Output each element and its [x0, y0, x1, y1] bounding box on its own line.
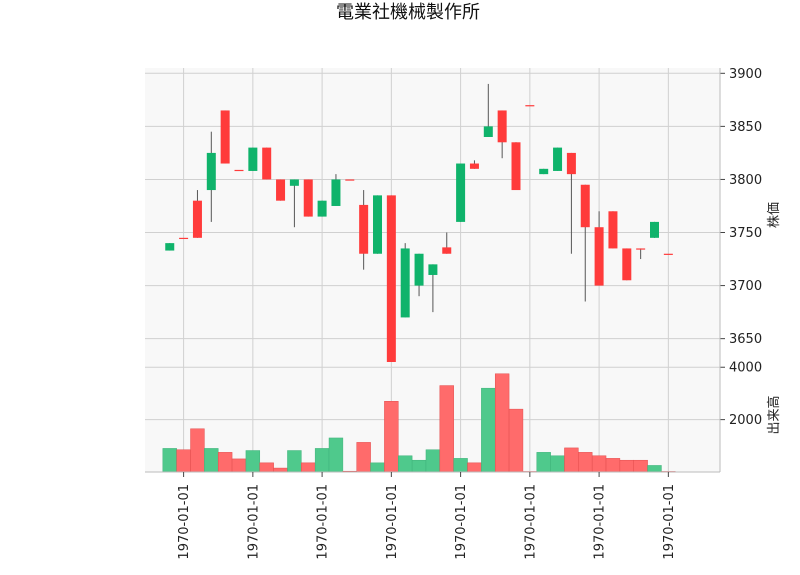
volume-bar: [467, 462, 482, 473]
price-tick-label: 3850: [729, 120, 762, 135]
x-tick-label: 1970-01-01: [454, 484, 469, 560]
volume-bar: [384, 401, 399, 473]
volume-bar: [190, 428, 205, 473]
x-tick-label: 1970-01-01: [246, 484, 261, 560]
volume-bar: [370, 462, 385, 473]
volume-bar: [494, 373, 510, 473]
volume-panel: 2000 4000: [145, 361, 762, 473]
price-tick-label: 3750: [729, 226, 762, 241]
candle-body-down: [289, 179, 299, 186]
candle-body-down: [400, 248, 410, 318]
volume-bar: [245, 450, 261, 473]
volume-bar: [301, 462, 316, 473]
candle-body-up: [276, 179, 286, 201]
candle-body-down: [206, 152, 216, 191]
volume-bar: [591, 455, 607, 473]
price-plot-area: [145, 68, 720, 362]
volume-bar: [536, 452, 551, 473]
candle-body-up: [386, 195, 396, 369]
candle-body-up: [608, 211, 618, 249]
x-tick-label: 1970-01-01: [593, 484, 608, 560]
x-tick-label: 1970-01-01: [177, 484, 192, 560]
volume-bar: [550, 455, 565, 473]
candle-body-down: [317, 200, 327, 217]
x-tick-label: 1970-01-01: [316, 484, 331, 560]
volume-bar: [578, 452, 593, 473]
candle-body-up: [594, 227, 604, 286]
volume-bar: [259, 462, 274, 473]
price-tick-label: 3800: [729, 173, 762, 188]
candle-body-up: [192, 200, 202, 238]
volume-bar: [619, 459, 634, 473]
price-tick-label: 3900: [729, 67, 762, 82]
candle-body-up: [580, 184, 590, 228]
candle-body-up: [636, 248, 646, 250]
price-axis-label: 株価: [767, 202, 782, 228]
candle-body-up: [359, 204, 369, 254]
volume-bar: [647, 465, 662, 473]
volume-bar: [231, 458, 247, 473]
volume-axis-label: 出来高: [766, 395, 782, 434]
price-panel: 3650 3700 3750 3800 3850 3900: [145, 67, 762, 373]
price-tick-label: 3650: [729, 332, 762, 347]
volume-bar: [217, 452, 233, 473]
x-tick-label: 1970-01-01: [385, 484, 400, 560]
volume-bar: [204, 448, 219, 473]
candle-body-up: [234, 169, 244, 172]
volume-bar: [176, 449, 191, 473]
volume-bar: [273, 467, 288, 473]
candle-body-down: [456, 163, 466, 222]
volume-bar: [564, 447, 579, 473]
candle-body-down: [248, 147, 258, 171]
volume-bar: [633, 459, 648, 473]
candle-body-down: [165, 243, 175, 251]
x-tick-label: 1970-01-01: [662, 484, 677, 560]
price-tick-label: 3700: [729, 279, 762, 294]
volume-bar: [605, 458, 621, 473]
candle-body-up: [442, 247, 452, 254]
chart-title: 電業社機械製作所: [336, 2, 480, 23]
candle-body-up: [511, 142, 521, 191]
candle-body-down: [414, 253, 424, 286]
volume-bar: [425, 449, 441, 473]
candle-body-down: [483, 126, 493, 137]
candle-body-down: [331, 179, 341, 206]
candle-body-up: [179, 237, 189, 240]
candle-body-up: [622, 248, 632, 281]
candle-body-down: [553, 147, 563, 171]
x-axis: 1970-01-01 1970-01-01 1970-01-01 1970-01-01…: [177, 472, 677, 560]
volume-bar: [356, 442, 371, 473]
volume-bar: [439, 385, 454, 473]
candle-body-up: [220, 110, 230, 164]
candle-body-up: [566, 152, 576, 175]
candle-body-up: [469, 163, 479, 169]
volume-bar: [411, 459, 427, 473]
x-tick-label: 1970-01-01: [523, 484, 538, 560]
volume-tick-label: 4000: [729, 361, 762, 376]
volume-bar: [314, 448, 330, 473]
volume-tick-label: 2000: [729, 413, 762, 428]
candle-body-down: [373, 195, 382, 254]
candle-body-up: [345, 179, 355, 181]
candle-body-down: [428, 264, 438, 275]
candle-body-down: [650, 221, 659, 238]
volume-bar: [481, 387, 496, 473]
volume-bar: [398, 455, 413, 473]
volume-bar: [162, 448, 177, 473]
candle-body-up: [262, 147, 272, 180]
candle-body-up: [303, 179, 313, 217]
volume-bar: [453, 458, 468, 473]
candle-body-up: [497, 110, 507, 143]
volume-bar: [328, 437, 344, 473]
candle-body-down: [539, 168, 549, 175]
candle-body-up: [663, 253, 673, 255]
candle-body-up: [525, 105, 535, 107]
volume-bar: [287, 450, 302, 473]
volume-bar: [508, 408, 524, 473]
